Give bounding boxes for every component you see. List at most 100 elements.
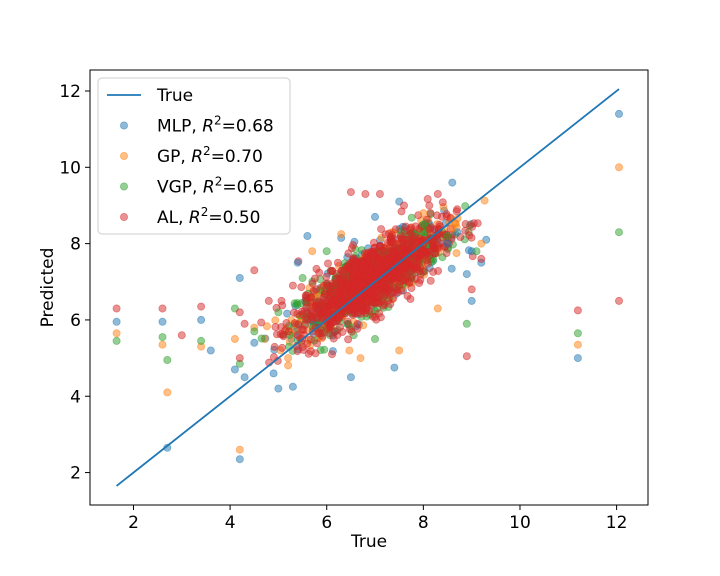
cloud-marker-al [437, 212, 446, 221]
cloud-marker-al [389, 272, 398, 281]
cloud-marker-al [415, 234, 424, 243]
y-axis-label: Predicted [38, 248, 58, 328]
point-mlp [303, 231, 312, 240]
legend: True MLP, R2=0.68 GP, R2=0.70 VGP, R2=0.65 A… [97, 77, 291, 235]
point-vgp [298, 273, 307, 282]
cloud-marker-gp [345, 346, 354, 355]
x-tick-label: 10 [509, 513, 531, 533]
point-al [375, 189, 384, 198]
point-mlp [288, 382, 297, 391]
point-vgp [472, 247, 481, 256]
cloud-marker-al [327, 300, 336, 309]
y-tick-label: 12 [59, 82, 81, 102]
cloud-marker-al [316, 329, 325, 338]
point-mlp [293, 258, 302, 267]
point-al [293, 331, 302, 340]
point-mlp [274, 384, 283, 393]
cloud-marker-al [278, 343, 287, 352]
point-gp [230, 334, 239, 343]
cloud-marker-al [322, 272, 331, 281]
cloud-marker-al [311, 302, 320, 311]
point-mlp [158, 317, 167, 326]
cloud-marker-al [374, 287, 383, 296]
legend-marker-swatch [120, 151, 129, 160]
point-gp [158, 340, 167, 349]
point-vgp [370, 334, 379, 343]
point-al [346, 188, 355, 197]
legend-label: GP, R2=0.70 [157, 144, 263, 167]
point-al [235, 354, 244, 363]
cloud-marker-al [323, 259, 332, 268]
point-mlp [240, 373, 249, 382]
y-tick-label: 2 [70, 464, 81, 484]
cloud-marker-al [386, 299, 395, 308]
cloud-marker-al [257, 318, 266, 327]
cloud-marker-al [465, 231, 474, 240]
point-gp [433, 304, 442, 313]
cloud-marker-al [310, 310, 319, 319]
cloud-marker-al [327, 350, 336, 359]
cloud-marker-al [289, 308, 298, 317]
cloud-marker-al [347, 327, 356, 336]
cloud-marker-gp [271, 316, 280, 325]
point-vgp [250, 327, 259, 336]
point-mlp [448, 178, 457, 187]
point-vgp [573, 329, 582, 338]
point-gp [308, 247, 317, 256]
x-tick-label: 6 [321, 513, 332, 533]
point-mlp [443, 239, 452, 248]
point-al [433, 189, 442, 198]
cloud-marker-al [340, 287, 349, 296]
cloud-marker-al [370, 252, 379, 261]
point-vgp [443, 231, 452, 240]
point-al [573, 306, 582, 315]
cloud-marker-al [357, 297, 366, 306]
true-line [116, 88, 620, 487]
point-gp [112, 329, 121, 338]
point-mlp [250, 338, 259, 347]
cloud-marker-al [335, 313, 344, 322]
cloud-marker-al [333, 258, 342, 267]
cloud-marker-al [306, 293, 315, 302]
point-al [467, 285, 476, 294]
legend-marker-swatch [120, 212, 129, 221]
cloud-marker-al [278, 330, 287, 339]
x-tick-label: 8 [418, 513, 429, 533]
cloud-marker-al [311, 349, 320, 358]
cloud-marker-al [303, 339, 312, 348]
point-gp [163, 388, 172, 397]
cloud-marker-al [468, 222, 477, 231]
legend-marker-swatch [120, 182, 129, 191]
cloud-marker-gp [480, 196, 489, 205]
point-gp [337, 230, 346, 239]
point-gp [419, 209, 428, 218]
cloud-marker-al [356, 278, 365, 287]
cloud-marker-al [381, 290, 390, 299]
cloud-marker-vgp [407, 213, 416, 222]
cloud-marker-gp [262, 322, 271, 331]
point-mlp [573, 354, 582, 363]
point-vgp [112, 336, 121, 345]
cloud-marker-gp [452, 249, 461, 258]
cloud-marker-al [310, 274, 319, 283]
cloud-marker-al [293, 347, 302, 356]
point-gp [395, 346, 404, 355]
cloud-marker-al [461, 219, 470, 228]
cloud-marker-al [426, 208, 435, 217]
legend-label: AL, R2=0.50 [157, 205, 260, 228]
cloud-marker-al [348, 269, 357, 278]
point-al [197, 302, 206, 311]
point-al [235, 308, 244, 317]
cloud-marker-al [405, 237, 414, 246]
point-al [177, 331, 186, 340]
cloud-marker-al [312, 339, 321, 348]
cloud-marker-al [373, 267, 382, 276]
y-tick-label: 4 [70, 387, 81, 407]
point-mlp [206, 346, 215, 355]
legend-label: True [156, 86, 193, 106]
point-cloud [257, 194, 489, 370]
cloud-marker-al [336, 280, 345, 289]
y-tick-label: 8 [70, 235, 81, 255]
point-gp [615, 163, 624, 172]
scatter-points [112, 109, 624, 464]
